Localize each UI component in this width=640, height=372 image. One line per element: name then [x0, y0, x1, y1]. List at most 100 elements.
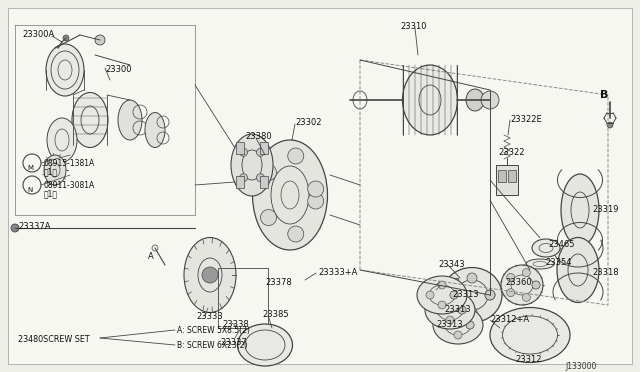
Circle shape: [522, 294, 531, 301]
Ellipse shape: [442, 267, 502, 323]
Circle shape: [466, 321, 474, 329]
Ellipse shape: [526, 259, 554, 269]
Circle shape: [63, 35, 69, 41]
Circle shape: [485, 290, 495, 300]
Ellipse shape: [561, 174, 599, 246]
Text: 23312+A: 23312+A: [490, 315, 529, 324]
Bar: [260, 176, 268, 188]
Circle shape: [607, 122, 613, 128]
Text: 23338: 23338: [222, 320, 249, 329]
Ellipse shape: [72, 93, 108, 148]
Ellipse shape: [118, 100, 142, 140]
Text: 23354: 23354: [545, 258, 572, 267]
Circle shape: [308, 181, 324, 197]
Ellipse shape: [425, 291, 475, 329]
Circle shape: [11, 224, 19, 232]
Text: 23333: 23333: [196, 312, 223, 321]
Text: 23300A: 23300A: [22, 30, 54, 39]
Circle shape: [438, 301, 446, 309]
Bar: [236, 142, 244, 154]
Circle shape: [288, 226, 304, 242]
Ellipse shape: [433, 306, 483, 344]
Circle shape: [257, 174, 264, 182]
Text: 23465: 23465: [548, 240, 575, 249]
Circle shape: [485, 290, 495, 300]
Circle shape: [95, 35, 105, 45]
Circle shape: [438, 281, 446, 289]
Text: 23310: 23310: [400, 22, 426, 31]
Text: 23319: 23319: [592, 205, 618, 214]
Ellipse shape: [532, 239, 560, 257]
Circle shape: [481, 91, 499, 109]
Text: 23337: 23337: [220, 338, 247, 347]
Text: 08911-3081A: 08911-3081A: [44, 181, 95, 190]
Circle shape: [507, 273, 515, 281]
Circle shape: [458, 306, 466, 314]
Text: 23343: 23343: [438, 260, 465, 269]
Bar: [236, 176, 244, 188]
Circle shape: [467, 273, 477, 283]
Text: 23313: 23313: [444, 305, 470, 314]
Ellipse shape: [253, 140, 328, 250]
Text: 23480SCREW SET: 23480SCREW SET: [18, 335, 90, 344]
Ellipse shape: [231, 134, 273, 196]
Circle shape: [467, 307, 477, 317]
Text: （1）: （1）: [44, 167, 58, 176]
Ellipse shape: [47, 118, 77, 162]
Text: B: B: [600, 90, 609, 100]
Ellipse shape: [490, 308, 570, 362]
Ellipse shape: [145, 112, 165, 148]
Text: M: M: [27, 165, 33, 171]
Ellipse shape: [184, 237, 236, 312]
Ellipse shape: [237, 324, 292, 366]
Circle shape: [426, 291, 434, 299]
Text: B: SCREW 6X23(2): B: SCREW 6X23(2): [177, 341, 248, 350]
Circle shape: [458, 306, 466, 314]
Circle shape: [260, 164, 276, 180]
Ellipse shape: [44, 155, 66, 185]
Circle shape: [454, 311, 462, 319]
Ellipse shape: [466, 89, 484, 111]
Text: 08915-1381A: 08915-1381A: [44, 159, 95, 168]
Bar: [260, 142, 268, 154]
Ellipse shape: [403, 65, 458, 135]
Circle shape: [507, 289, 515, 296]
Text: 23322E: 23322E: [510, 115, 541, 124]
Text: 23312: 23312: [515, 355, 541, 364]
Text: 23333+A: 23333+A: [318, 268, 357, 277]
Circle shape: [450, 291, 458, 299]
Ellipse shape: [501, 265, 543, 305]
Bar: [440, 278, 458, 292]
Text: N: N: [28, 187, 33, 193]
Text: 23302: 23302: [295, 118, 321, 127]
Circle shape: [532, 281, 540, 289]
Text: 23322: 23322: [498, 148, 525, 157]
Circle shape: [446, 296, 454, 304]
Text: 23385: 23385: [262, 310, 289, 319]
Circle shape: [449, 290, 459, 300]
Circle shape: [450, 291, 458, 299]
Text: 23337A: 23337A: [18, 222, 51, 231]
Bar: [498, 170, 506, 182]
Circle shape: [522, 269, 531, 277]
Bar: [508, 170, 516, 182]
Circle shape: [454, 331, 462, 339]
Ellipse shape: [417, 276, 467, 314]
Text: 23313: 23313: [436, 320, 463, 329]
Circle shape: [202, 267, 218, 283]
Text: 23318: 23318: [592, 268, 619, 277]
Text: J133000: J133000: [565, 362, 596, 371]
Circle shape: [288, 148, 304, 164]
Text: 23380: 23380: [245, 132, 271, 141]
Bar: [218, 268, 268, 328]
Text: 23313: 23313: [452, 290, 479, 299]
Circle shape: [239, 148, 248, 156]
Circle shape: [442, 321, 450, 329]
Circle shape: [257, 148, 264, 156]
Circle shape: [260, 209, 276, 225]
Ellipse shape: [557, 237, 599, 302]
Circle shape: [466, 321, 474, 329]
Text: 23300: 23300: [105, 65, 131, 74]
Circle shape: [239, 174, 248, 182]
Text: 23360: 23360: [505, 278, 532, 287]
